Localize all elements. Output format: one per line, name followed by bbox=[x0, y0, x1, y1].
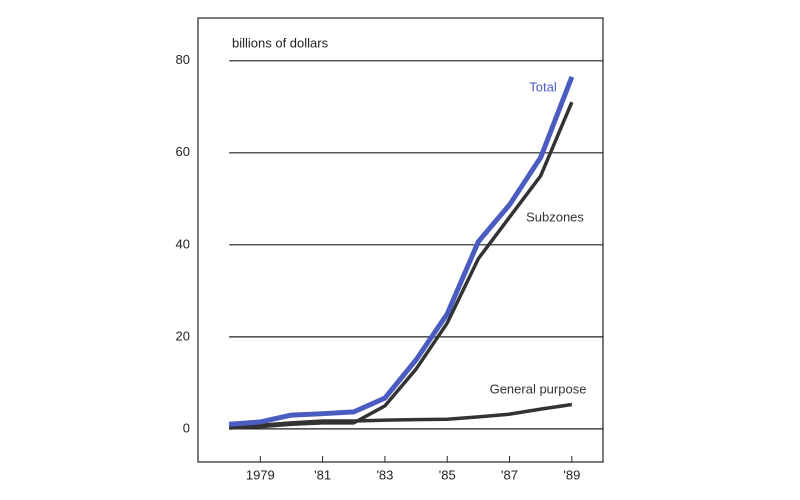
series-line bbox=[229, 101, 574, 430]
series-line bbox=[228, 75, 575, 427]
x-tick-label: '81 bbox=[314, 467, 331, 482]
y-axis-label: billions of dollars bbox=[232, 35, 329, 50]
y-tick-label: 0 bbox=[183, 420, 190, 435]
y-tick-label: 20 bbox=[176, 328, 190, 343]
series-label: Total bbox=[529, 79, 557, 94]
x-tick-label: '87 bbox=[501, 467, 518, 482]
y-tick-label: 80 bbox=[176, 52, 190, 67]
x-tick-label: '89 bbox=[563, 467, 580, 482]
y-tick-label: 60 bbox=[176, 144, 190, 159]
series-label: Subzones bbox=[526, 209, 584, 224]
plot-frame bbox=[197, 17, 604, 463]
y-tick-label: 40 bbox=[176, 236, 190, 251]
x-tick-label: '85 bbox=[439, 467, 456, 482]
x-tick-label: 1979 bbox=[246, 467, 275, 482]
series-label: General purpose bbox=[490, 381, 587, 396]
x-tick-label: '83 bbox=[376, 467, 393, 482]
